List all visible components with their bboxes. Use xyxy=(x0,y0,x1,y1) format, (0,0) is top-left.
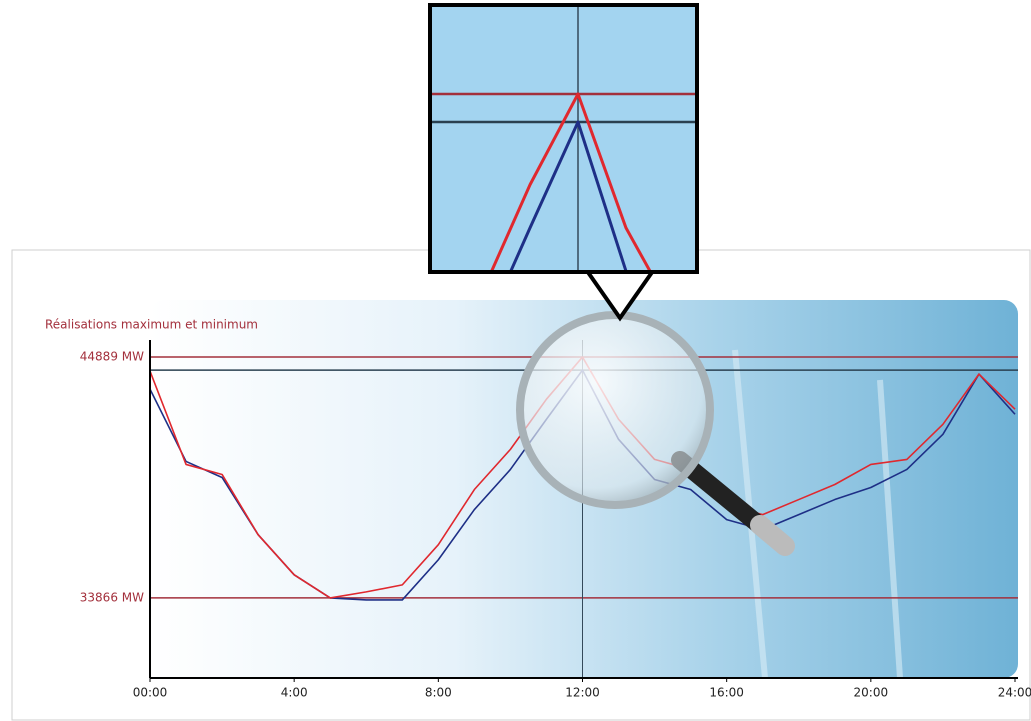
y-tick-label: 33866 MW xyxy=(80,590,144,604)
x-tick-label: 8:00 xyxy=(425,686,452,700)
y-tick-label: 44889 MW xyxy=(80,350,144,364)
x-tick-label: 00:00 xyxy=(133,686,168,700)
chart: Réalisations maximum et minimum 44889 MW… xyxy=(0,0,1031,721)
x-tick-label: 12:00 xyxy=(565,686,600,700)
chart-title: Réalisations maximum et minimum xyxy=(45,318,258,332)
x-tick-label: 16:00 xyxy=(709,686,744,700)
x-tick-label: 4:00 xyxy=(281,686,308,700)
zoom-box xyxy=(430,5,697,272)
x-tick-label: 24:00 xyxy=(998,686,1031,700)
x-tick-label: 20:00 xyxy=(854,686,889,700)
